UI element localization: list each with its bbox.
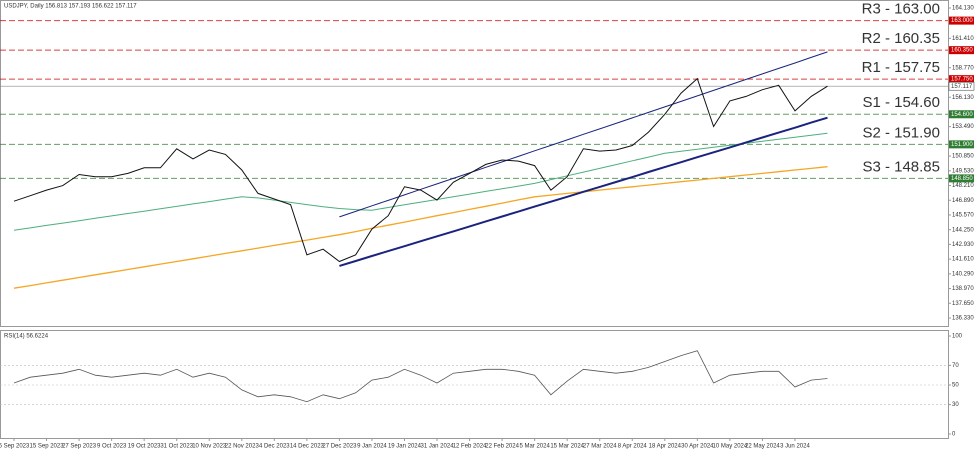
y-tick-label: 138.970: [952, 286, 974, 292]
last-price-box: [948, 81, 975, 91]
x-tick-label: 19 Jan 2024: [388, 444, 422, 450]
y-tick-label: 142.930: [952, 242, 974, 248]
x-tick-label: 12 Feb 2024: [453, 444, 487, 450]
y-tick-label: 156.130: [952, 95, 974, 101]
axis-level-box: [949, 75, 974, 84]
y-tick-label: 158.770: [952, 65, 974, 71]
price-line: [13, 166, 828, 289]
x-tick-label: 19 Oct 2023: [128, 444, 161, 450]
level-label: R2 - 160.35: [862, 30, 940, 47]
chart-title: USDJPY, Daily 156.813 157.193 156.622 15…: [4, 4, 137, 10]
rsi-tick-label: 0: [952, 432, 956, 438]
x-tick-label: 5 Mar 2024: [519, 444, 550, 450]
main-frame: [0, 0, 949, 327]
rsi-tick-label: 70: [952, 363, 959, 369]
rsi-line: [13, 350, 828, 403]
x-tick-label: 10 May 2024: [713, 444, 748, 450]
y-tick-label: 144.250: [952, 227, 974, 233]
y-tick-label: 148.210: [952, 183, 974, 189]
y-tick-label: 153.490: [952, 124, 974, 130]
x-tick-label: 30 Apr 2024: [681, 444, 714, 450]
x-tick-label: 22 Nov 2023: [225, 444, 260, 450]
x-tick-label: 8 Apr 2024: [618, 444, 648, 450]
x-tick-label: 27 Dec 2023: [322, 444, 357, 450]
x-tick-label: 9 Oct 2023: [97, 444, 127, 450]
y-tick-label: 164.130: [952, 6, 974, 12]
axis-level-box: [949, 46, 974, 55]
axis-level-box: [949, 174, 974, 183]
price-line: [13, 77, 828, 263]
y-tick-label: 141.610: [952, 257, 974, 263]
x-tick-label: 31 Oct 2023: [160, 444, 193, 450]
axis-level-label: 163.000: [951, 18, 973, 24]
x-tick-label: 31 Jan 2024: [421, 444, 455, 450]
rsi-tick-label: 100: [952, 334, 963, 340]
x-tick-label: 9 Jan 2024: [357, 444, 387, 450]
x-tick-label: 5 Sep 2023: [0, 444, 30, 450]
y-tick-label: 137.650: [952, 301, 974, 307]
x-tick-label: 22 May 2024: [745, 444, 780, 450]
x-tick-label: 18 Apr 2024: [649, 444, 682, 450]
axis-level-box: [949, 140, 974, 149]
x-tick-label: 14 Dec 2023: [290, 444, 325, 450]
last-price-label: 157.117: [951, 84, 973, 90]
axis-level-box: [949, 110, 974, 119]
y-tick-label: 150.850: [952, 154, 974, 160]
y-tick-label: 146.890: [952, 198, 974, 204]
y-tick-label: 161.410: [952, 36, 974, 42]
level-label: S3 - 148.85: [862, 158, 940, 175]
axis-level-label: 160.350: [951, 48, 973, 54]
y-tick-label: 149.530: [952, 168, 974, 174]
level-label: S2 - 151.90: [862, 124, 940, 141]
y-tick-label: 140.290: [952, 271, 974, 277]
axis-level-box: [949, 16, 974, 25]
x-tick-label: 27 Mar 2024: [583, 444, 617, 450]
price-line: [339, 51, 828, 218]
x-tick-label: 22 Feb 2024: [485, 444, 519, 450]
x-tick-label: 15 Sep 2023: [30, 444, 65, 450]
x-tick-label: 15 Mar 2024: [550, 444, 584, 450]
y-tick-label: 136.330: [952, 316, 974, 322]
level-label: R3 - 163.00: [862, 1, 940, 18]
y-tick-label: 145.570: [952, 213, 974, 219]
x-tick-label: 27 Sep 2023: [62, 444, 97, 450]
x-tick-label: 10 Nov 2023: [192, 444, 227, 450]
axis-level-label: 151.900: [951, 142, 973, 148]
price-line: [13, 132, 828, 231]
x-tick-label: 3 Jun 2024: [780, 444, 810, 450]
axis-level-label: 148.850: [951, 176, 973, 182]
axis-level-label: 154.600: [951, 112, 973, 118]
level-label: S1 - 154.60: [862, 94, 940, 111]
level-label: R1 - 157.75: [862, 59, 940, 76]
price-line: [339, 116, 828, 267]
rsi-tick-label: 50: [952, 383, 959, 389]
rsi-title: RSI(14) 56.6224: [4, 334, 49, 340]
rsi-frame: [0, 330, 949, 439]
axis-level-label: 157.750: [951, 77, 973, 83]
x-tick-label: 4 Dec 2023: [259, 444, 290, 450]
rsi-tick-label: 30: [952, 402, 959, 408]
